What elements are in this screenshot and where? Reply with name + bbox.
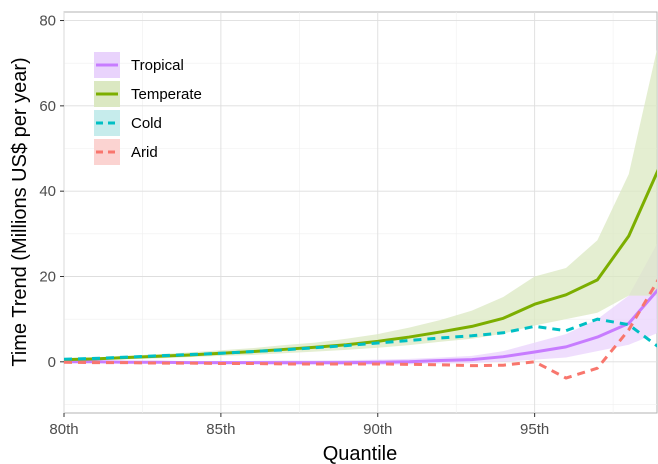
x-tick-label: 95th — [520, 421, 549, 438]
legend: Tropical Temperate Cold Arid — [94, 52, 202, 165]
legend-item-cold: Cold — [94, 110, 162, 136]
series-line-cold — [64, 317, 657, 361]
legend-item-tropical: Tropical — [94, 52, 184, 78]
x-tick-label: 85th — [206, 421, 235, 438]
x-tick-label: 90th — [363, 421, 392, 438]
x-axis-title: Quantile — [323, 443, 398, 464]
y-tick-label: 40 — [39, 183, 56, 200]
y-axis-ticks: 0 20 40 60 80 — [39, 13, 64, 371]
y-tick-label: 20 — [39, 268, 56, 285]
legend-item-temperate: Temperate — [94, 81, 202, 107]
legend-label: Temperate — [131, 86, 202, 103]
legend-label: Cold — [131, 115, 162, 132]
series-line-arid — [64, 278, 657, 380]
x-axis-ticks: 80th 85th 90th 95th — [49, 413, 549, 438]
y-axis-title: Time Trend (Millions US$ per year) — [9, 57, 31, 366]
x-tick-label: 80th — [49, 421, 78, 438]
legend-label: Tropical — [131, 57, 184, 74]
legend-label: Arid — [131, 144, 158, 161]
y-tick-label: 0 — [48, 354, 56, 371]
series-lines — [64, 168, 657, 380]
legend-item-arid: Arid — [94, 139, 158, 165]
y-tick-label: 60 — [39, 98, 56, 115]
y-tick-label: 80 — [39, 13, 56, 30]
